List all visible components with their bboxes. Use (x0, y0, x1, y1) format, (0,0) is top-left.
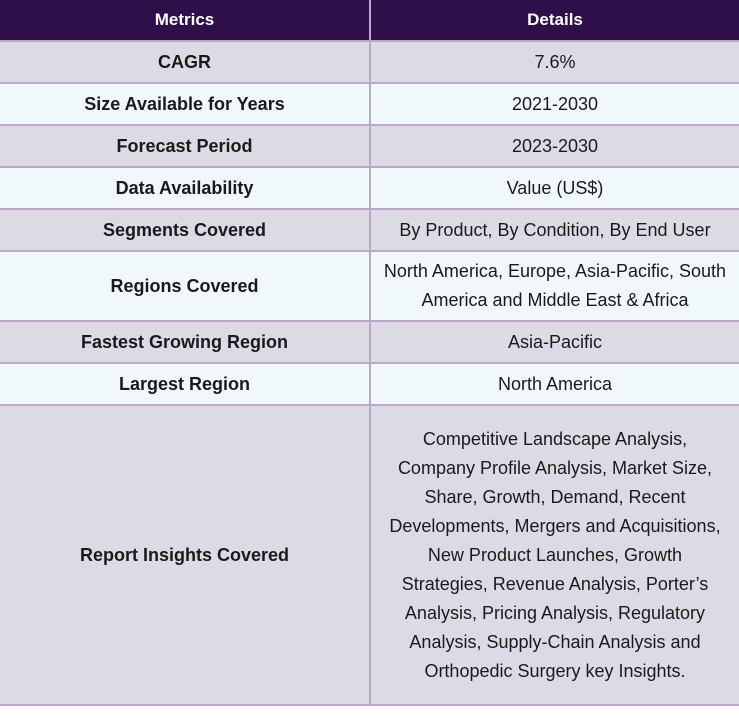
metrics-column-header: Metrics (0, 0, 371, 42)
metric-cell: Regions Covered (0, 251, 371, 322)
metric-cell: Size Available for Years (0, 83, 371, 126)
metric-cell: Forecast Period (0, 125, 371, 168)
table-row-forecast-period: Forecast Period 2023-2030 (0, 125, 739, 168)
detail-cell: North America, Europe, Asia-Pacific, Sou… (370, 251, 739, 322)
metric-cell: CAGR (0, 41, 371, 84)
table-header-row: Metrics Details (0, 0, 739, 42)
detail-cell: Value (US$) (370, 167, 739, 210)
detail-cell: 2023-2030 (370, 125, 739, 168)
detail-cell: Competitive Landscape Analysis, Company … (370, 405, 739, 706)
metric-cell: Data Availability (0, 167, 371, 210)
metric-cell: Largest Region (0, 363, 371, 406)
detail-cell: 7.6% (370, 41, 739, 84)
table-row-cagr: CAGR 7.6% (0, 41, 739, 84)
metric-cell: Fastest Growing Region (0, 321, 371, 364)
metric-cell: Report Insights Covered (0, 405, 371, 706)
details-column-header: Details (370, 0, 739, 42)
table-row-fastest-region: Fastest Growing Region Asia-Pacific (0, 321, 739, 364)
table-row-largest-region: Largest Region North America (0, 363, 739, 406)
detail-cell: Asia-Pacific (370, 321, 739, 364)
detail-cell: By Product, By Condition, By End User (370, 209, 739, 252)
table-row-report-insights: Report Insights Covered Competitive Land… (0, 405, 739, 706)
metric-cell: Segments Covered (0, 209, 371, 252)
table-row-data-availability: Data Availability Value (US$) (0, 167, 739, 210)
table-row-regions: Regions Covered North America, Europe, A… (0, 251, 739, 322)
table-row-size-years: Size Available for Years 2021-2030 (0, 83, 739, 126)
table-row-segments: Segments Covered By Product, By Conditio… (0, 209, 739, 252)
detail-cell: 2021-2030 (370, 83, 739, 126)
detail-cell: North America (370, 363, 739, 406)
